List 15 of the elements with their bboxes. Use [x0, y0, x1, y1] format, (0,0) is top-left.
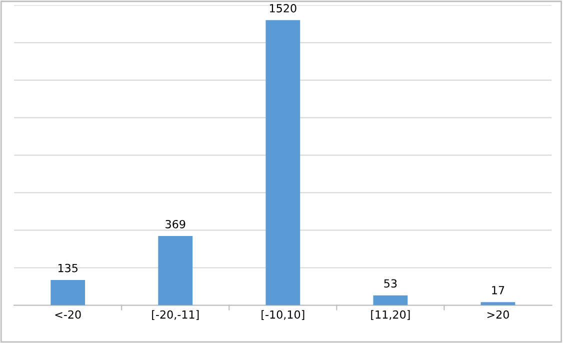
- x-tick-label: <-20: [55, 310, 81, 319]
- x-tick-label: >20: [487, 310, 509, 319]
- data-label: 53: [384, 279, 397, 288]
- x-tick-label: [-10,10]: [262, 310, 304, 320]
- data-label: 369: [166, 220, 186, 228]
- bar: [266, 20, 300, 306]
- data-label: 17: [492, 286, 504, 294]
- x-tick-label: [-20,-11]: [152, 310, 199, 320]
- data-label: 135: [58, 264, 78, 272]
- bar: [158, 236, 193, 306]
- bar: [50, 280, 86, 306]
- bar: [480, 302, 516, 306]
- data-label: 1520: [270, 4, 296, 12]
- bar: [373, 295, 408, 306]
- x-tick-label: [11,20]: [371, 310, 410, 320]
